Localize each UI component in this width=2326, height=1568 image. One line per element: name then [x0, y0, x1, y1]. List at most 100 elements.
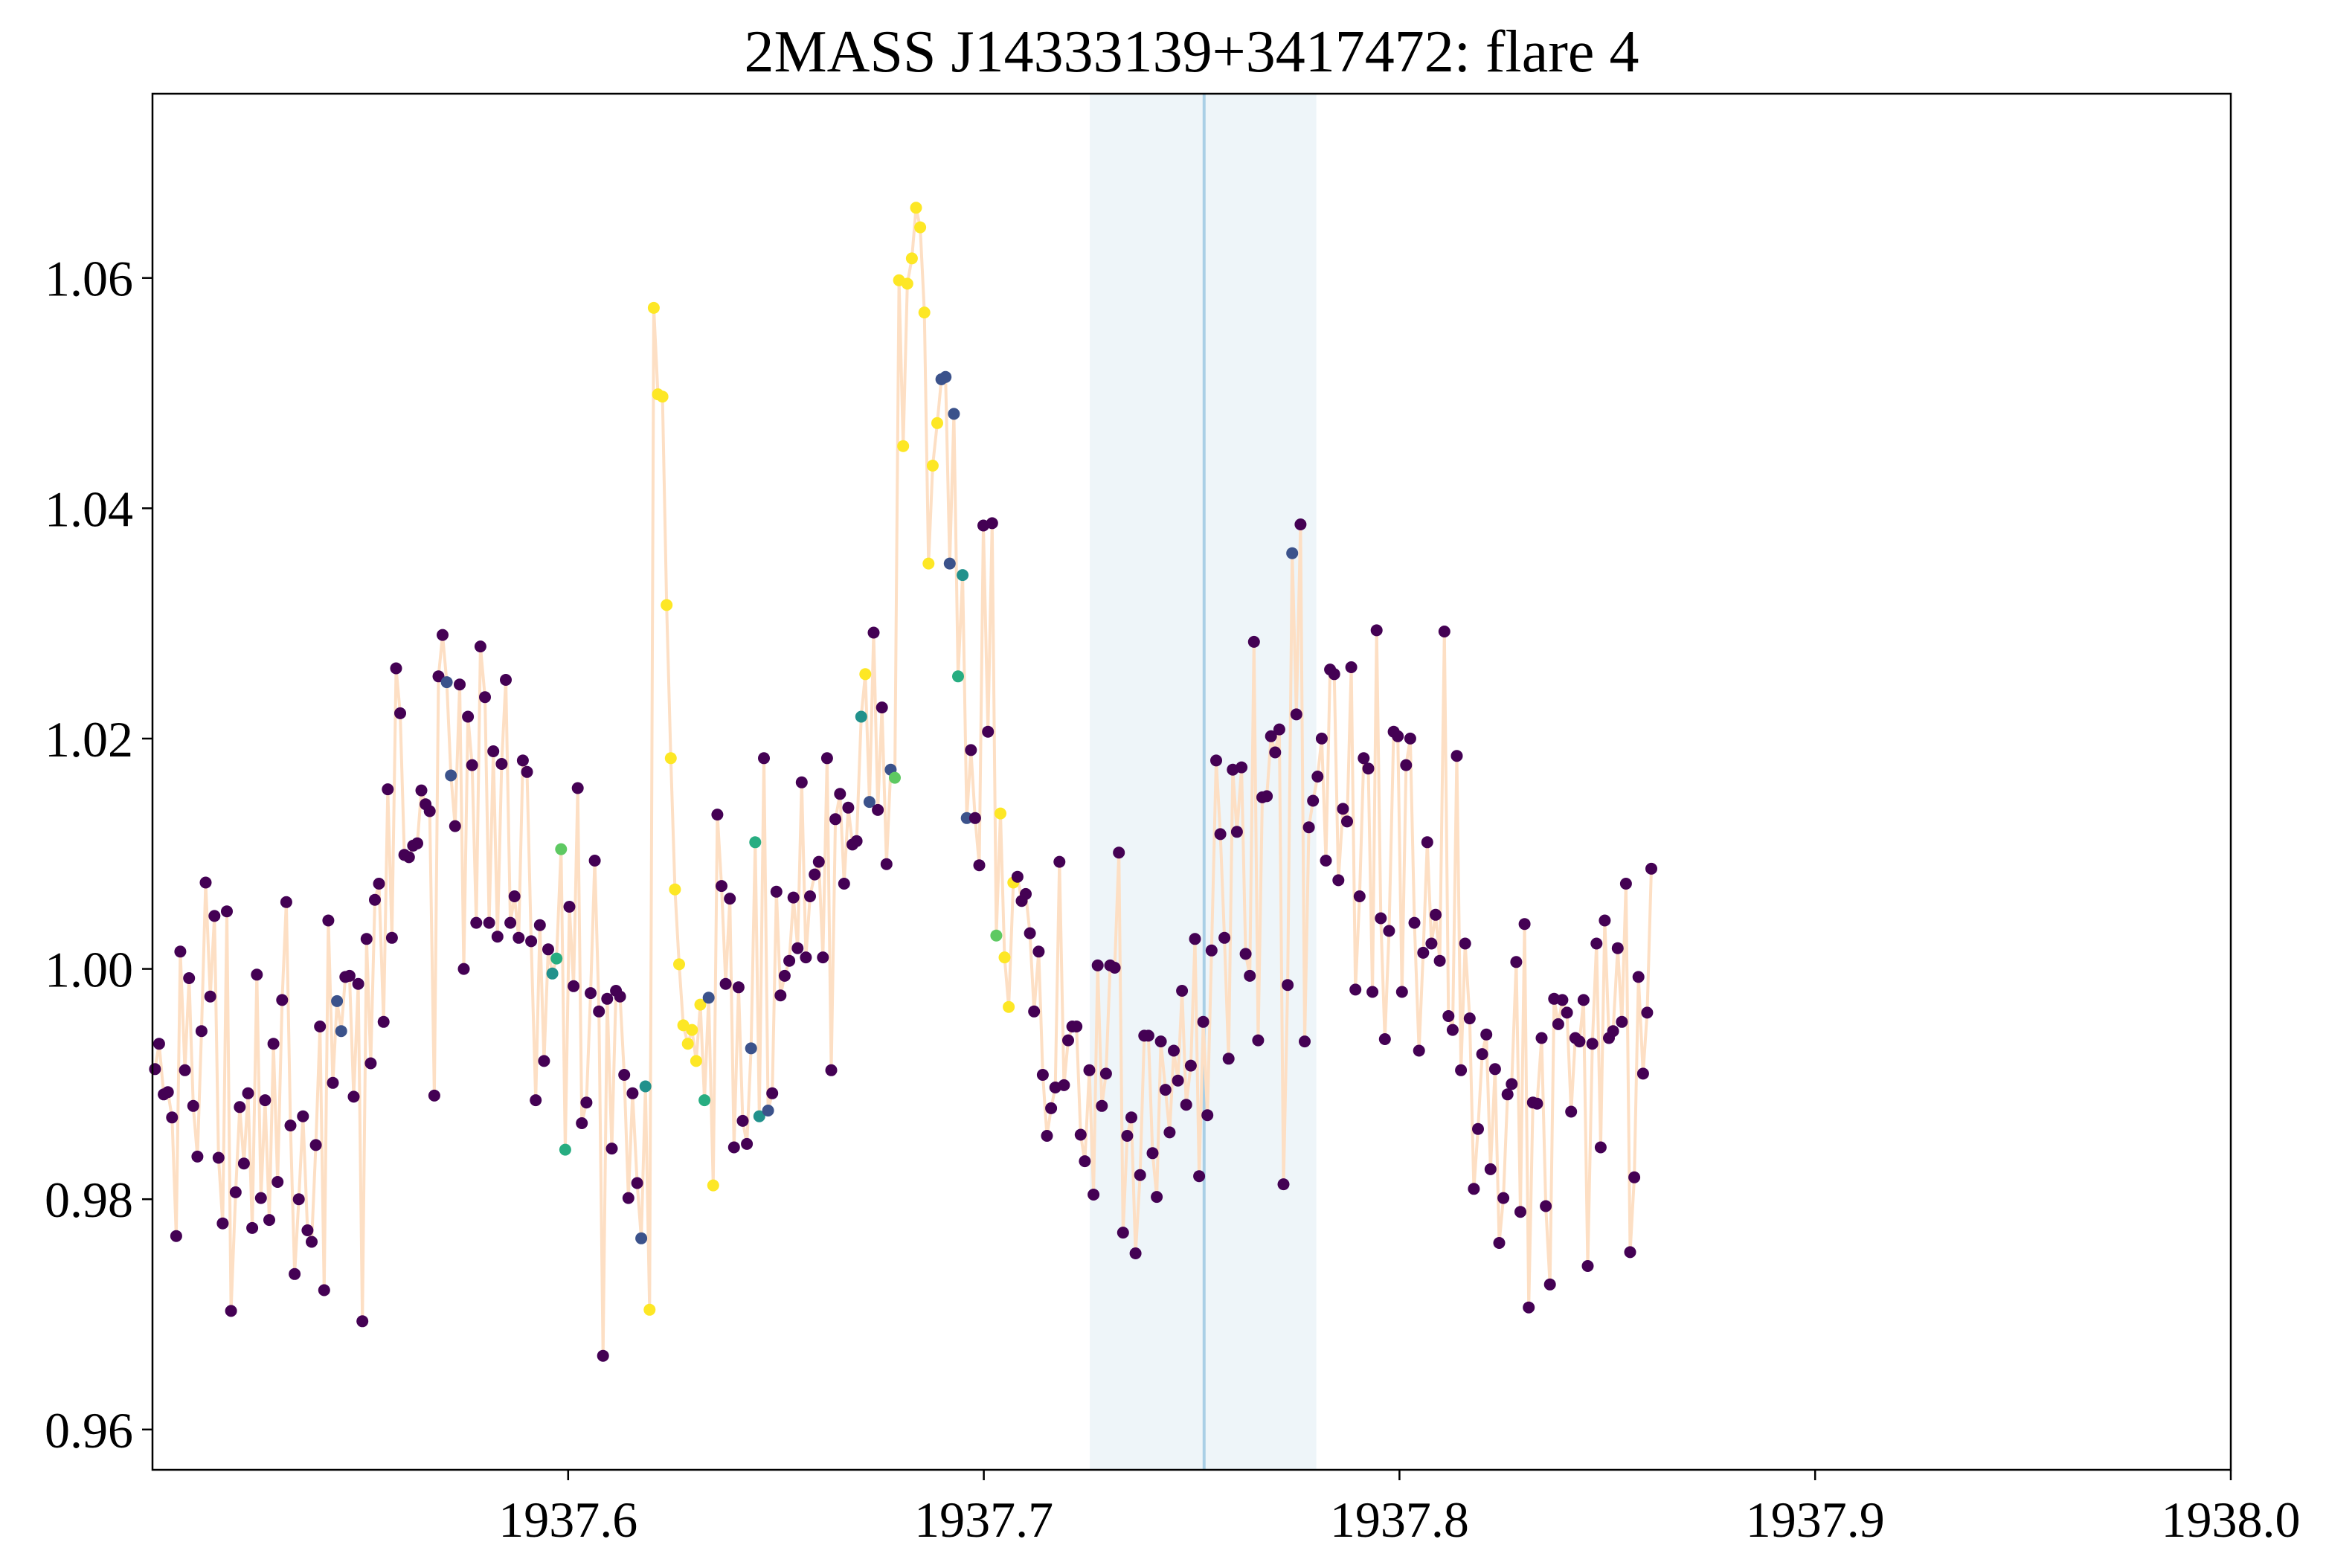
data-point	[1142, 1029, 1154, 1042]
data-point	[1099, 1067, 1112, 1080]
data-point	[889, 771, 901, 784]
data-point	[1599, 914, 1611, 927]
data-point	[1163, 1126, 1176, 1139]
data-point	[1506, 1078, 1518, 1090]
data-point	[1176, 985, 1189, 997]
data-point	[483, 916, 495, 929]
data-point	[1552, 1018, 1564, 1030]
data-point	[1493, 1237, 1506, 1249]
data-point	[939, 370, 952, 383]
data-point	[360, 933, 373, 945]
data-point	[267, 1038, 280, 1050]
data-point	[1159, 1084, 1172, 1096]
data-point	[990, 929, 1003, 942]
data-point	[1320, 855, 1332, 867]
data-point	[491, 931, 504, 943]
y-tick-label: 0.96	[45, 1402, 133, 1459]
data-point	[347, 1090, 360, 1103]
data-point	[343, 969, 356, 982]
data-point	[1003, 1000, 1015, 1013]
data-point	[1476, 1048, 1488, 1061]
data-point	[272, 1176, 284, 1188]
data-point	[804, 890, 816, 902]
data-point	[423, 805, 436, 817]
data-point	[686, 1024, 698, 1036]
data-point	[1036, 1069, 1049, 1081]
data-point	[1236, 761, 1248, 774]
data-point	[834, 788, 846, 800]
data-point	[246, 1221, 259, 1234]
data-point	[1265, 730, 1277, 742]
data-point	[1205, 944, 1218, 957]
data-point	[280, 896, 292, 908]
data-point	[292, 1193, 305, 1206]
data-point	[369, 893, 381, 906]
data-point	[1210, 754, 1222, 767]
data-point	[817, 951, 829, 964]
data-point	[1193, 1170, 1206, 1183]
data-point	[1581, 1260, 1594, 1272]
data-point	[191, 1150, 204, 1163]
data-point	[931, 417, 943, 429]
data-point	[618, 1069, 631, 1081]
data-point	[1189, 933, 1201, 945]
data-point	[1222, 1053, 1235, 1065]
data-point	[787, 891, 800, 904]
data-point	[470, 916, 483, 929]
data-point	[437, 629, 449, 641]
data-point	[677, 1019, 690, 1032]
data-point	[1087, 1189, 1100, 1201]
data-point	[1053, 855, 1066, 868]
data-point	[809, 868, 821, 881]
data-point	[770, 885, 783, 898]
data-point	[1463, 1012, 1476, 1025]
data-point	[1611, 942, 1624, 954]
data-point	[1239, 948, 1252, 960]
data-point	[1079, 1155, 1091, 1168]
data-point	[1125, 1111, 1137, 1124]
data-point	[1273, 723, 1285, 736]
data-point	[550, 952, 563, 965]
data-point	[1497, 1192, 1510, 1204]
data-point	[318, 1284, 330, 1297]
data-point	[922, 557, 935, 570]
data-point	[440, 676, 453, 689]
data-point	[327, 1076, 339, 1089]
data-point	[1307, 794, 1320, 807]
data-point	[187, 1099, 199, 1112]
data-point	[530, 1094, 542, 1107]
data-point	[1083, 1064, 1096, 1076]
data-point	[276, 994, 289, 1006]
data-point	[812, 855, 825, 868]
data-point	[727, 1141, 740, 1154]
data-point	[1446, 1024, 1459, 1036]
y-tick-label: 1.02	[45, 711, 133, 768]
data-points	[149, 202, 1657, 1362]
data-point	[681, 1038, 694, 1050]
data-point	[1070, 1021, 1083, 1032]
data-point	[973, 859, 986, 872]
data-point	[259, 1094, 272, 1107]
data-point	[1349, 983, 1362, 996]
data-point	[289, 1267, 301, 1280]
data-point	[872, 803, 884, 816]
data-point	[926, 460, 939, 472]
data-point	[428, 1089, 440, 1102]
data-point	[1197, 1015, 1209, 1028]
data-point	[1607, 1025, 1619, 1038]
data-point	[1028, 1005, 1041, 1018]
data-point	[1641, 1006, 1654, 1019]
data-point	[516, 754, 529, 767]
data-point	[1573, 1035, 1586, 1048]
data-point	[563, 901, 576, 913]
data-point	[1146, 1147, 1159, 1160]
data-point	[1282, 979, 1294, 992]
data-point	[753, 1110, 765, 1122]
data-point	[1421, 836, 1433, 849]
data-point	[605, 1143, 618, 1155]
data-point	[795, 776, 808, 788]
data-point	[863, 796, 876, 809]
data-point	[322, 914, 335, 927]
data-point	[762, 1105, 774, 1116]
data-point	[559, 1143, 571, 1156]
